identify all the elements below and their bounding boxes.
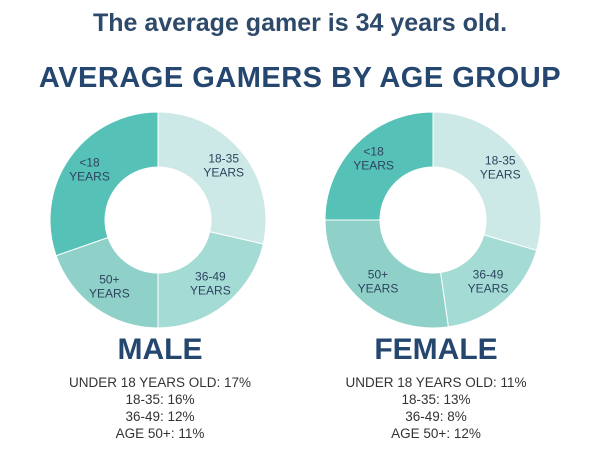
male-label-under-18-years: <18 YEARS	[69, 155, 110, 183]
male-slice-36-49-years	[157, 231, 264, 329]
female-label-under-18-years: <18 YEARS	[353, 145, 394, 173]
female-donut-chart: 18-35 YEARS 36-49 YEARS 50+ YEARS <18 YEARS	[324, 111, 542, 329]
male-slice-18-35-years	[157, 111, 267, 245]
female-slice-50-plus-years	[324, 219, 449, 329]
female-label-50-plus-years: 50+ YEARS	[358, 267, 399, 295]
male-heading: MALE	[117, 333, 203, 366]
female-stat-18-35: 18-35: 13%	[401, 392, 471, 407]
female-label-36-49-years: 36-49 YEARS	[468, 267, 509, 295]
male-slice-50-plus-years	[55, 236, 159, 329]
male-label-50-plus-years: 50+ YEARS	[89, 273, 130, 301]
subtitle: The average gamer is 34 years old.	[92, 9, 508, 37]
male-donut-chart: 18-35 YEARS 36-49 YEARS 50+ YEARS <18 YEARS	[49, 111, 267, 329]
male-stat-18-35: 18-35: 16%	[125, 392, 195, 407]
female-stat-50-plus: AGE 50+: 12%	[391, 426, 481, 441]
male-stat-36-49: 36-49: 12%	[125, 409, 195, 424]
female-label-18-35-years: 18-35 YEARS	[480, 154, 521, 182]
female-stats: UNDER 18 YEARS OLD: 11% 18-35: 13% 36-49…	[291, 374, 581, 442]
female-heading: FEMALE	[374, 333, 498, 366]
male-label-18-35-years: 18-35 YEARS	[203, 152, 244, 180]
female-stat-36-49: 36-49: 8%	[405, 409, 467, 424]
male-slice-under-18-years	[49, 111, 159, 257]
male-stat-50-plus: AGE 50+: 11%	[115, 426, 205, 441]
female-slice-36-49-years	[439, 234, 538, 328]
male-stat-under-18: UNDER 18 YEARS OLD: 17%	[68, 375, 252, 390]
male-label-36-49-years: 36-49 YEARS	[190, 270, 231, 298]
chart-title: AVERAGE GAMERS BY AGE GROUP	[38, 62, 562, 94]
female-stat-under-18: UNDER 18 YEARS OLD: 11%	[345, 375, 527, 390]
male-stats: UNDER 18 YEARS OLD: 17% 18-35: 16% 36-49…	[15, 374, 305, 442]
female-slice-under-18-years	[324, 111, 434, 221]
female-slice-18-35-years	[432, 111, 542, 252]
